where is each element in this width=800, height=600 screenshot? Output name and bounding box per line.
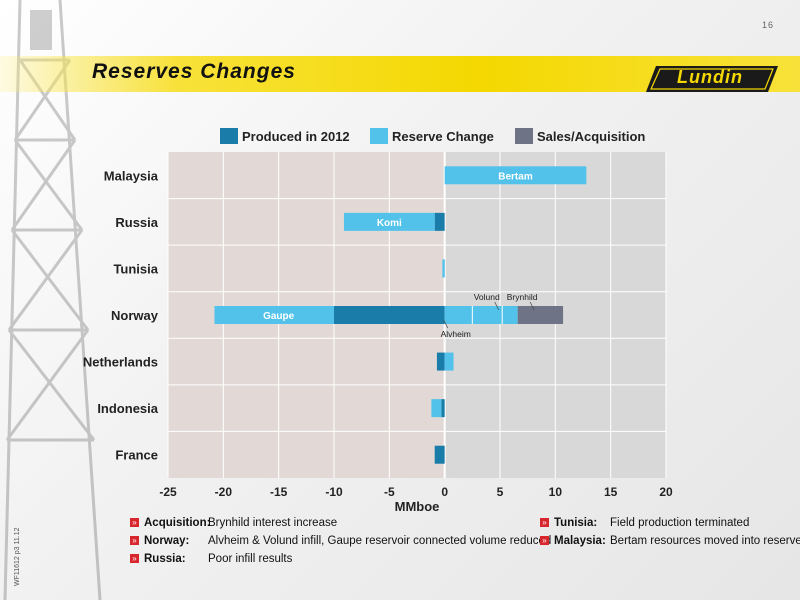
bullet-arrow-icon: » xyxy=(130,518,139,527)
x-tick-label: 0 xyxy=(441,485,448,499)
category-label: Malaysia xyxy=(104,168,159,183)
page-number: 16 xyxy=(761,20,774,30)
category-label: Tunisia xyxy=(113,261,158,276)
legend-label: Reserve Change xyxy=(392,129,494,144)
bar-produced xyxy=(434,212,445,231)
note-left-item: » Russia: Poor infill results xyxy=(130,553,292,565)
bar-reserve-change xyxy=(343,212,435,231)
page-title: Reserves Changes xyxy=(92,60,296,83)
bar-produced xyxy=(334,306,445,324)
x-tick-label: -20 xyxy=(215,485,233,499)
x-tick-label: 10 xyxy=(549,485,563,499)
bar-reserve-change xyxy=(444,352,454,371)
bullet-arrow-icon: » xyxy=(540,536,549,545)
bar-produced xyxy=(436,352,445,371)
bar-sales-acquisition xyxy=(517,306,564,324)
bar-reserve-change xyxy=(431,399,442,418)
category-label: Indonesia xyxy=(97,401,158,416)
bar-produced xyxy=(434,445,445,464)
note-label: Russia: xyxy=(144,553,186,565)
annotation-label: Volund xyxy=(474,292,500,302)
annotation-label: Brynhild xyxy=(507,292,538,302)
bar-reserve-change xyxy=(214,306,334,324)
legend-label: Sales/Acquisition xyxy=(537,129,645,144)
bullet-arrow-icon: » xyxy=(540,518,549,527)
note-left-item: » Norway: Alvheim & Volund infill, Gaupe r… xyxy=(130,535,551,547)
document-code: WF11612 p3 11.12 xyxy=(14,527,21,586)
bullet-arrow-icon: » xyxy=(130,536,139,545)
lundin-logo: Lundin xyxy=(646,66,778,92)
x-tick-label: 20 xyxy=(659,485,673,499)
x-tick-label: -10 xyxy=(325,485,343,499)
bar-label: Gaupe xyxy=(263,311,295,322)
annotation-leader xyxy=(529,301,535,311)
note-text: Alvheim & Volund infill, Gaupe reservoir… xyxy=(208,535,552,547)
category-label: Russia xyxy=(115,215,158,230)
legend-label: Produced in 2012 xyxy=(242,129,350,144)
x-tick-label: 15 xyxy=(604,485,618,499)
note-right-item: » Malaysia: Bertam resources moved into re… xyxy=(540,535,800,547)
bar-label: Komi xyxy=(377,218,402,229)
bar-reserve-change xyxy=(444,306,518,324)
note-right-item: » Tunisia: Field production terminated xyxy=(540,517,749,529)
bar-reserve-change xyxy=(444,166,587,185)
annotation-leader xyxy=(494,301,500,311)
note-text: Brynhild interest increase xyxy=(208,517,338,529)
bar-reserve-change xyxy=(442,259,445,278)
legend-swatch xyxy=(515,128,533,144)
legend-swatch xyxy=(370,128,388,144)
x-tick-label: -15 xyxy=(270,485,288,499)
category-label: France xyxy=(115,448,158,463)
note-label: Malaysia: xyxy=(554,535,606,547)
note-label: Acquisition: xyxy=(144,517,211,529)
annotation-leader xyxy=(443,319,449,329)
x-tick-label: -5 xyxy=(384,485,395,499)
category-label: Norway xyxy=(111,308,159,323)
note-text: Field production terminated xyxy=(610,517,750,529)
bar-label: Bertam xyxy=(498,171,533,182)
note-label: Norway: xyxy=(144,535,190,547)
x-tick-label: -25 xyxy=(159,485,177,499)
note-text: Bertam resources moved into reserves xyxy=(610,535,800,547)
x-tick-label: 5 xyxy=(497,485,504,499)
category-label: Netherlands xyxy=(83,355,158,370)
bullet-arrow-icon: » xyxy=(130,554,139,563)
note-label: Tunisia: xyxy=(554,517,598,529)
note-text: Poor infill results xyxy=(208,553,293,565)
bar-produced xyxy=(441,399,445,418)
logo-text: Lundin xyxy=(677,67,743,87)
note-left-item: » Acquisition:Brynhild interest increase xyxy=(130,517,337,529)
annotation-label: Alvheim xyxy=(441,329,471,339)
x-axis-label: MMboe xyxy=(395,499,440,514)
legend-swatch xyxy=(220,128,238,144)
document-code-text: WF11612 p3 11.12 xyxy=(14,527,21,586)
